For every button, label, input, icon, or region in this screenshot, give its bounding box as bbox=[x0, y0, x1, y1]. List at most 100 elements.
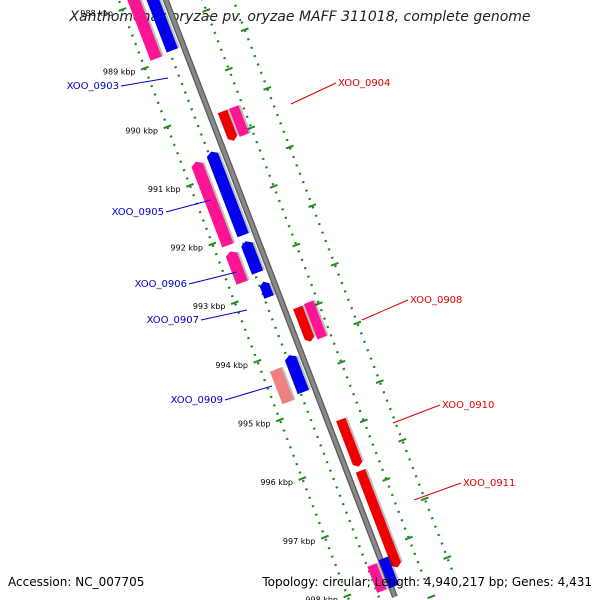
gene-XOO_0904-shade bbox=[238, 104, 251, 134]
gene-XOO_0905[interactable] bbox=[191, 161, 234, 248]
dotted-line-left-inner bbox=[148, 0, 382, 600]
gene-label-reverse[interactable]: XOO_0911 bbox=[463, 478, 515, 489]
cds-XOO_0912[interactable] bbox=[378, 556, 399, 589]
minor-tick bbox=[427, 594, 436, 600]
major-tick-left bbox=[140, 65, 149, 71]
kbp-label: 994 kbp bbox=[215, 361, 248, 370]
minor-tick bbox=[247, 125, 256, 131]
major-tick-right bbox=[263, 86, 272, 91]
cds-XOO_0906[interactable] bbox=[241, 241, 264, 275]
major-tick-right bbox=[443, 555, 452, 560]
cds-XOO_0910[interactable] bbox=[336, 417, 363, 467]
major-tick-left bbox=[230, 300, 239, 306]
major-tick-left bbox=[343, 593, 352, 599]
kbp-label: 996 kbp bbox=[260, 478, 293, 487]
cds-XOO_0903-shade bbox=[159, 0, 180, 49]
minor-tick bbox=[224, 66, 233, 72]
leader-line-reverse bbox=[361, 299, 409, 321]
gene-label-forward[interactable]: XOO_0909 bbox=[171, 395, 223, 406]
dotted-guide-lines bbox=[118, 0, 455, 600]
gene-label-forward[interactable]: XOO_0907 bbox=[147, 315, 199, 326]
gene-XOO_0912[interactable] bbox=[367, 563, 387, 593]
major-tick-right bbox=[353, 320, 362, 326]
leader-line-reverse bbox=[290, 82, 337, 105]
gene-label-forward[interactable]: XOO_0903 bbox=[67, 81, 119, 92]
minor-tick bbox=[359, 418, 368, 424]
kbp-label: 997 kbp bbox=[283, 537, 316, 546]
cds-XOO_0911-shade bbox=[365, 468, 403, 563]
cds-XOO_0908[interactable] bbox=[293, 305, 315, 342]
gene-XOO_0909[interactable] bbox=[269, 367, 294, 405]
label-text: 988 kbp 989 kbp 990 kbp 991 kbp 992 kbp 993 k… bbox=[67, 9, 516, 600]
gene-label-forward[interactable]: XOO_0906 bbox=[135, 279, 187, 290]
cds-XOO_0912-shade bbox=[388, 555, 401, 585]
major-tick-left bbox=[163, 124, 172, 130]
minor-tick bbox=[404, 535, 413, 541]
gene-XOO_0909-shade bbox=[281, 366, 296, 400]
leader-line-forward bbox=[200, 309, 248, 321]
major-tick-left bbox=[118, 7, 127, 12]
topology-summary: Topology: circular; Length: 4,940,217 bp… bbox=[262, 575, 592, 589]
accession-text: Accession: NC_007705 bbox=[8, 575, 145, 589]
gene-label-reverse[interactable]: XOO_0904 bbox=[338, 78, 390, 89]
gene-XOO_0904[interactable] bbox=[229, 105, 250, 137]
gene-XOO_0906[interactable] bbox=[225, 251, 248, 285]
cds-XOO_0904-shade bbox=[227, 108, 240, 136]
kbp-label: 995 kbp bbox=[238, 420, 271, 429]
leader-line-forward bbox=[188, 271, 238, 285]
major-tick-right bbox=[285, 144, 294, 150]
cds-XOO_0909-shade bbox=[296, 355, 311, 390]
minor-tick bbox=[314, 301, 323, 307]
cds-XOO_0911[interactable] bbox=[355, 469, 401, 568]
major-tick-right bbox=[240, 27, 249, 33]
kbp-label: 993 kbp bbox=[193, 302, 226, 311]
genome-backbone-layer bbox=[162, 0, 398, 598]
dotted-line-right-inner bbox=[200, 0, 428, 586]
dotted-line-right-outer bbox=[232, 0, 455, 575]
major-tick-left bbox=[320, 534, 329, 540]
cds-XOO_0904[interactable] bbox=[217, 109, 238, 141]
gene-features bbox=[121, 0, 403, 593]
major-tick-left bbox=[253, 358, 262, 364]
major-tick-left bbox=[185, 183, 194, 188]
cds-XOO_0907[interactable] bbox=[259, 281, 274, 299]
genome-backbone bbox=[163, 0, 397, 598]
label-leader-lines bbox=[120, 77, 462, 501]
cds-XOO_0903[interactable] bbox=[137, 0, 178, 53]
major-tick-right bbox=[420, 496, 429, 502]
tick-marks bbox=[118, 7, 452, 600]
gene-XOO_0903-shade bbox=[140, 0, 164, 57]
major-tick-right bbox=[375, 379, 384, 384]
leader-line-reverse bbox=[413, 482, 462, 501]
gene-label-forward[interactable]: XOO_0905 bbox=[112, 207, 164, 218]
leader-line-reverse bbox=[392, 404, 441, 424]
major-tick-left bbox=[208, 241, 217, 247]
dotted-line-left-outer bbox=[118, 0, 351, 600]
cds-XOO_0908-shade bbox=[302, 304, 317, 337]
leader-line-forward bbox=[165, 199, 212, 213]
cds-XOO_0909[interactable] bbox=[284, 355, 309, 395]
kbp-label: 990 kbp bbox=[125, 126, 158, 135]
kbp-label: 988 kbp bbox=[80, 9, 113, 18]
leader-line-forward bbox=[120, 77, 169, 87]
gene-label-reverse[interactable]: XOO_0908 bbox=[410, 295, 462, 306]
gene-XOO_0912-shade bbox=[376, 562, 389, 590]
cds-XOO_0905[interactable] bbox=[206, 151, 249, 238]
cds-XOO_0905-shade bbox=[218, 152, 251, 233]
genome-title: Xanthomonas oryzae pv. oryzae MAFF 31101… bbox=[69, 9, 531, 25]
gene-XOO_0905-shade bbox=[202, 162, 236, 244]
leader-line-forward bbox=[224, 385, 273, 401]
minor-tick bbox=[269, 184, 278, 189]
gene-XOO_0903[interactable] bbox=[121, 0, 162, 61]
minor-tick bbox=[382, 477, 391, 482]
gene-XOO_0908[interactable] bbox=[303, 300, 327, 340]
cds-XOO_0907-shade bbox=[269, 282, 276, 296]
gene-label-reverse[interactable]: XOO_0910 bbox=[442, 400, 494, 411]
major-tick-right bbox=[308, 203, 317, 209]
minor-tick bbox=[337, 359, 346, 365]
major-tick-right bbox=[330, 261, 339, 267]
gene-XOO_0906-shade bbox=[237, 251, 250, 281]
gene-XOO_0908-shade bbox=[313, 299, 329, 336]
major-tick-left bbox=[275, 417, 284, 423]
